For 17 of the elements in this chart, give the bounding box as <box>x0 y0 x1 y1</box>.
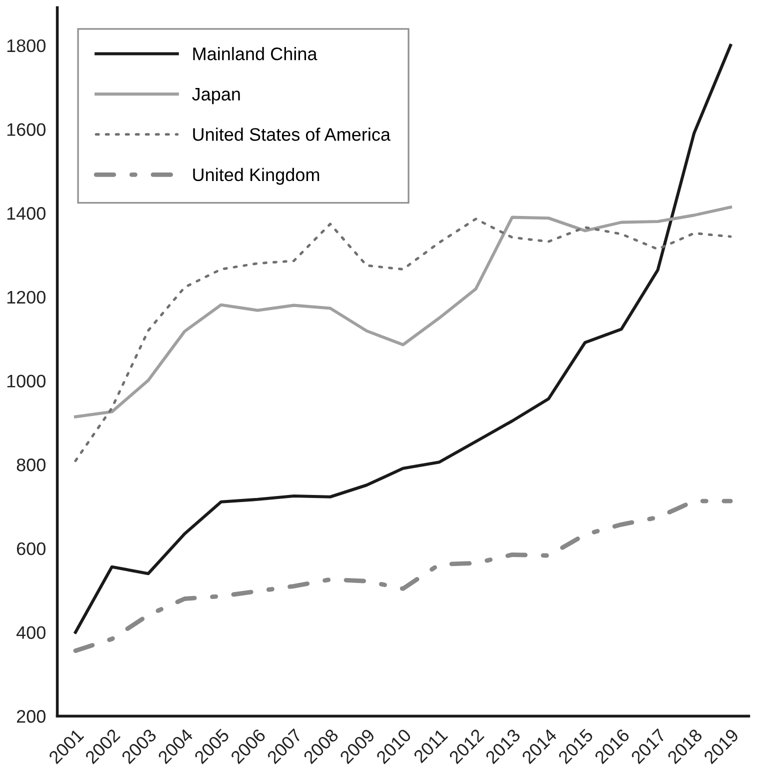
y-tick-label: 1200 <box>7 290 46 304</box>
y-tick-label: 800 <box>16 458 46 472</box>
y-tick-label: 600 <box>16 542 46 556</box>
line-series <box>74 218 732 462</box>
y-tick-label: 1000 <box>7 374 46 388</box>
y-tick-label: 1400 <box>7 207 46 220</box>
y-tick-label: 200 <box>16 710 46 723</box>
line-series <box>74 206 732 418</box>
legend-label: Mainland China <box>193 47 318 60</box>
legend-label: Japan <box>192 88 240 104</box>
legend-label: United Kingdom <box>193 168 320 185</box>
line-series <box>74 44 732 634</box>
y-tick-label: 1600 <box>7 123 46 136</box>
line-series <box>73 498 733 653</box>
legend-label: United States of America <box>193 128 391 141</box>
y-tick-label: 400 <box>16 626 46 639</box>
y-tick-label: 1800 <box>7 39 46 52</box>
